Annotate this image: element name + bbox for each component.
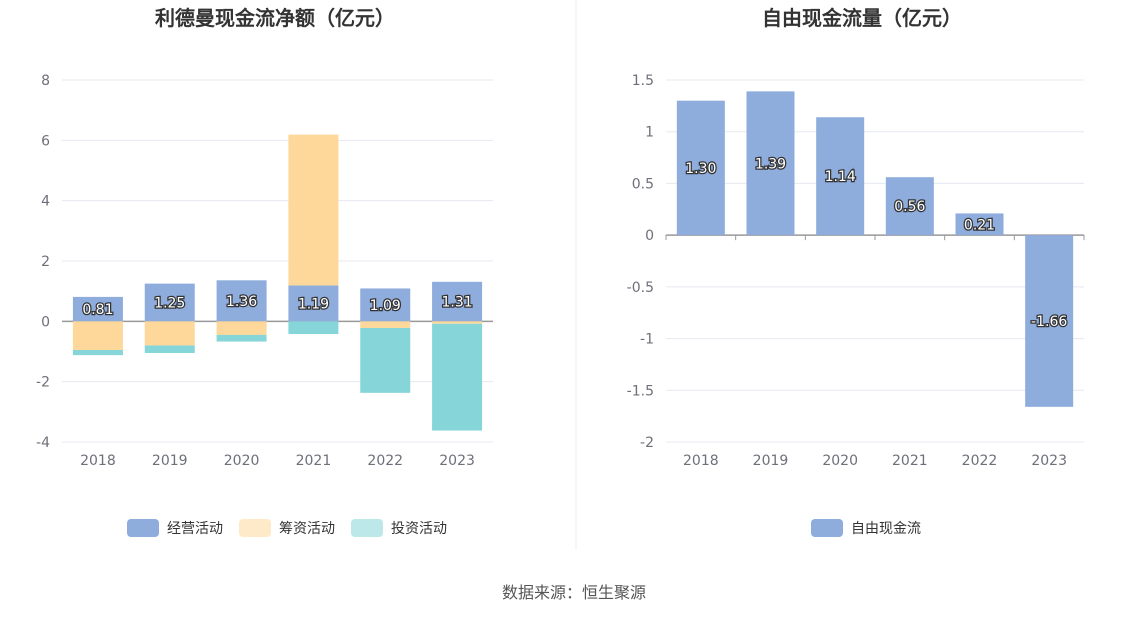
bar-筹资活动 bbox=[288, 134, 339, 286]
y-tick-label: -2 bbox=[36, 375, 50, 391]
y-tick-label: 6 bbox=[41, 133, 50, 149]
x-tick-label: 2022 bbox=[962, 453, 998, 469]
bar-筹资活动 bbox=[432, 321, 483, 324]
legend-item: 筹资活动 bbox=[239, 519, 335, 537]
data-label: 1.09 bbox=[370, 298, 401, 314]
y-tick-label: -1.5 bbox=[627, 383, 654, 399]
data-label: 1.39 bbox=[755, 156, 786, 172]
y-tick-label: 8 bbox=[41, 73, 50, 89]
y-tick-label: 0 bbox=[41, 314, 50, 330]
data-label: 1.19 bbox=[298, 296, 329, 312]
bar-投资活动 bbox=[288, 321, 339, 335]
data-label: 1.25 bbox=[154, 295, 185, 311]
bar-投资活动 bbox=[72, 349, 123, 356]
legend-swatch bbox=[811, 519, 843, 537]
y-tick-label: 1.5 bbox=[632, 73, 654, 89]
y-tick-label: 1 bbox=[645, 125, 654, 141]
legend-label: 投资活动 bbox=[391, 521, 447, 537]
bar-经营活动 bbox=[72, 296, 123, 322]
data-label: 1.31 bbox=[441, 295, 472, 311]
legend-label: 筹资活动 bbox=[279, 520, 335, 537]
bar-经营活动 bbox=[360, 288, 411, 322]
bar-筹资活动 bbox=[360, 321, 411, 328]
bar-经营活动 bbox=[288, 285, 339, 322]
y-tick-label: -2 bbox=[640, 435, 654, 451]
y-tick-label: -1 bbox=[640, 332, 654, 348]
data-label: 1.36 bbox=[226, 294, 257, 310]
bar-自由现金流 bbox=[816, 117, 865, 236]
data-label: 1.14 bbox=[825, 169, 856, 185]
chart-title: 自由现金流量（亿元） bbox=[762, 6, 962, 30]
x-tick-label: 2018 bbox=[683, 453, 719, 469]
bar-自由现金流 bbox=[746, 91, 795, 236]
legend-item: 自由现金流 bbox=[811, 519, 921, 537]
y-tick-label: 0.5 bbox=[632, 176, 654, 192]
data-label: 0.56 bbox=[894, 199, 925, 215]
legend-label: 经营活动 bbox=[167, 521, 223, 537]
x-tick-label: 2020 bbox=[822, 453, 858, 469]
data-label: -1.66 bbox=[1031, 314, 1067, 330]
data-label: 1.30 bbox=[685, 161, 716, 177]
legend-item: 经营活动 bbox=[127, 519, 223, 537]
bar-自由现金流 bbox=[1025, 235, 1074, 407]
data-label: 0.21 bbox=[964, 217, 995, 233]
bar-经营活动 bbox=[144, 283, 195, 322]
data-source: 数据来源：恒生聚源 bbox=[502, 583, 646, 602]
bar-投资活动 bbox=[144, 345, 195, 354]
left-chart: 利德曼现金流净额（亿元） -4 -2 0 2 4 6 8 0.81 1.25 1.36 1.19 1.0… bbox=[36, 6, 493, 537]
bar-经营活动 bbox=[432, 281, 483, 322]
bar-筹资活动 bbox=[144, 321, 195, 346]
right-chart: 自由现金流量（亿元） -2 -1.5 -1 -0.5 0 0.5 1 1.5 1.30 1.39 1.… bbox=[627, 6, 1085, 537]
chart-title: 利德曼现金流净额（亿元） bbox=[155, 6, 395, 30]
bar-筹资活动 bbox=[216, 321, 267, 335]
y-tick-label: -4 bbox=[36, 435, 50, 451]
bar-投资活动 bbox=[216, 334, 267, 342]
legend-swatch bbox=[239, 519, 271, 537]
bar-自由现金流 bbox=[955, 213, 1004, 236]
bar-自由现金流 bbox=[885, 177, 934, 236]
data-label: 0.81 bbox=[82, 302, 113, 318]
bar-投资活动 bbox=[432, 323, 483, 431]
x-tick-label: 2022 bbox=[367, 453, 403, 469]
bar-自由现金流 bbox=[676, 100, 725, 236]
y-tick-label: 2 bbox=[41, 254, 50, 270]
bar-筹资活动 bbox=[72, 321, 123, 350]
legend-item: 投资活动 bbox=[351, 519, 447, 537]
bar-投资活动 bbox=[360, 327, 411, 393]
bar-经营活动 bbox=[216, 280, 267, 322]
legend-label: 自由现金流 bbox=[851, 521, 921, 537]
y-tick-label: 0 bbox=[645, 228, 654, 244]
x-tick-label: 2021 bbox=[296, 453, 332, 469]
y-tick-label: -0.5 bbox=[627, 280, 654, 296]
legend-swatch bbox=[351, 519, 383, 537]
x-tick-label: 2018 bbox=[80, 453, 116, 469]
x-tick-label: 2020 bbox=[224, 453, 260, 469]
x-tick-label: 2019 bbox=[753, 453, 789, 469]
x-tick-label: 2021 bbox=[892, 453, 928, 469]
x-tick-label: 2019 bbox=[152, 453, 188, 469]
x-tick-label: 2023 bbox=[439, 453, 475, 469]
y-tick-label: 4 bbox=[41, 194, 50, 210]
x-tick-label: 2023 bbox=[1031, 453, 1067, 469]
legend-swatch bbox=[127, 519, 159, 537]
